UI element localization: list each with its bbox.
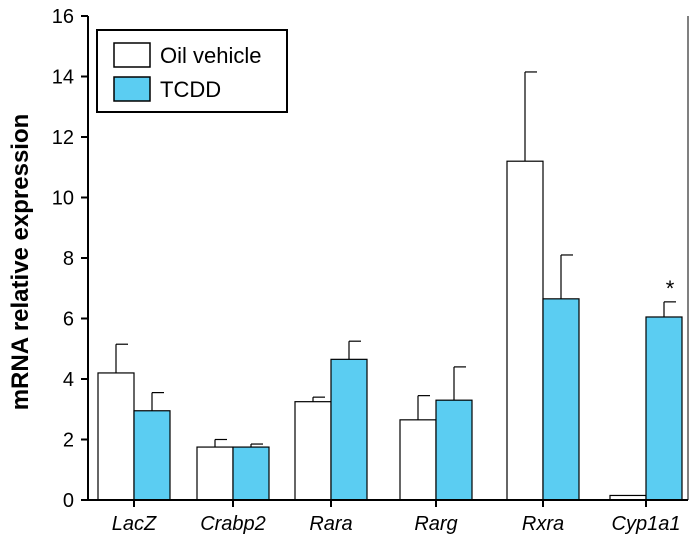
bar-oil-vehicle-rarg [399, 419, 437, 501]
bar-oil-vehicle-lacz [97, 372, 135, 501]
x-categories-layer: LacZ Crabp2 Rara Rarg Rxra Cyp1a1 [112, 500, 681, 535]
legend-swatch-oil-vehicle [113, 42, 151, 68]
y-tick-label: 16 [52, 6, 74, 28]
bars-layer [97, 160, 683, 501]
y-tick-label: 6 [63, 309, 74, 331]
significance-asterisk: * [666, 276, 675, 301]
category-label-rxra: Rxra [522, 513, 564, 535]
y-tick-label: 8 [63, 248, 74, 270]
bar-tcdd-rarg [435, 399, 473, 501]
y-tick-label: 14 [52, 67, 74, 89]
annotations-layer: * [666, 276, 675, 301]
category-label-lacz: LacZ [112, 513, 157, 535]
category-label-crabp2: Crabp2 [200, 513, 266, 535]
category-label-cyp1a1: Cyp1a1 [612, 513, 681, 535]
bar-tcdd-crabp2 [232, 446, 270, 501]
bar-tcdd-rara [330, 358, 368, 501]
legend: Oil vehicle TCDD [96, 29, 288, 113]
error-bars-layer [115, 71, 676, 448]
bar-oil-vehicle-rxra [506, 160, 544, 501]
y-tick-label: 2 [63, 430, 74, 452]
bar-tcdd-lacz [133, 410, 171, 501]
y-ticks-layer: 0 2 4 6 8 10 12 14 16 [52, 6, 88, 512]
bar-oil-vehicle-rara [294, 401, 332, 501]
bar-tcdd-rxra [542, 298, 580, 501]
legend-label-tcdd: TCDD [160, 77, 221, 102]
legend-label-oil-vehicle: Oil vehicle [160, 43, 261, 68]
bar-oil-vehicle-crabp2 [196, 446, 234, 501]
y-tick-label: 12 [52, 127, 74, 149]
legend-swatch-tcdd [113, 76, 151, 102]
y-tick-label: 0 [63, 490, 74, 512]
category-label-rara: Rara [309, 513, 352, 535]
bar-tcdd-cyp1a1 [645, 316, 683, 501]
y-tick-label: 10 [52, 188, 74, 210]
y-tick-label: 4 [63, 369, 74, 391]
category-label-rarg: Rarg [414, 513, 457, 535]
y-axis-label: mRNA relative expression [7, 114, 34, 411]
